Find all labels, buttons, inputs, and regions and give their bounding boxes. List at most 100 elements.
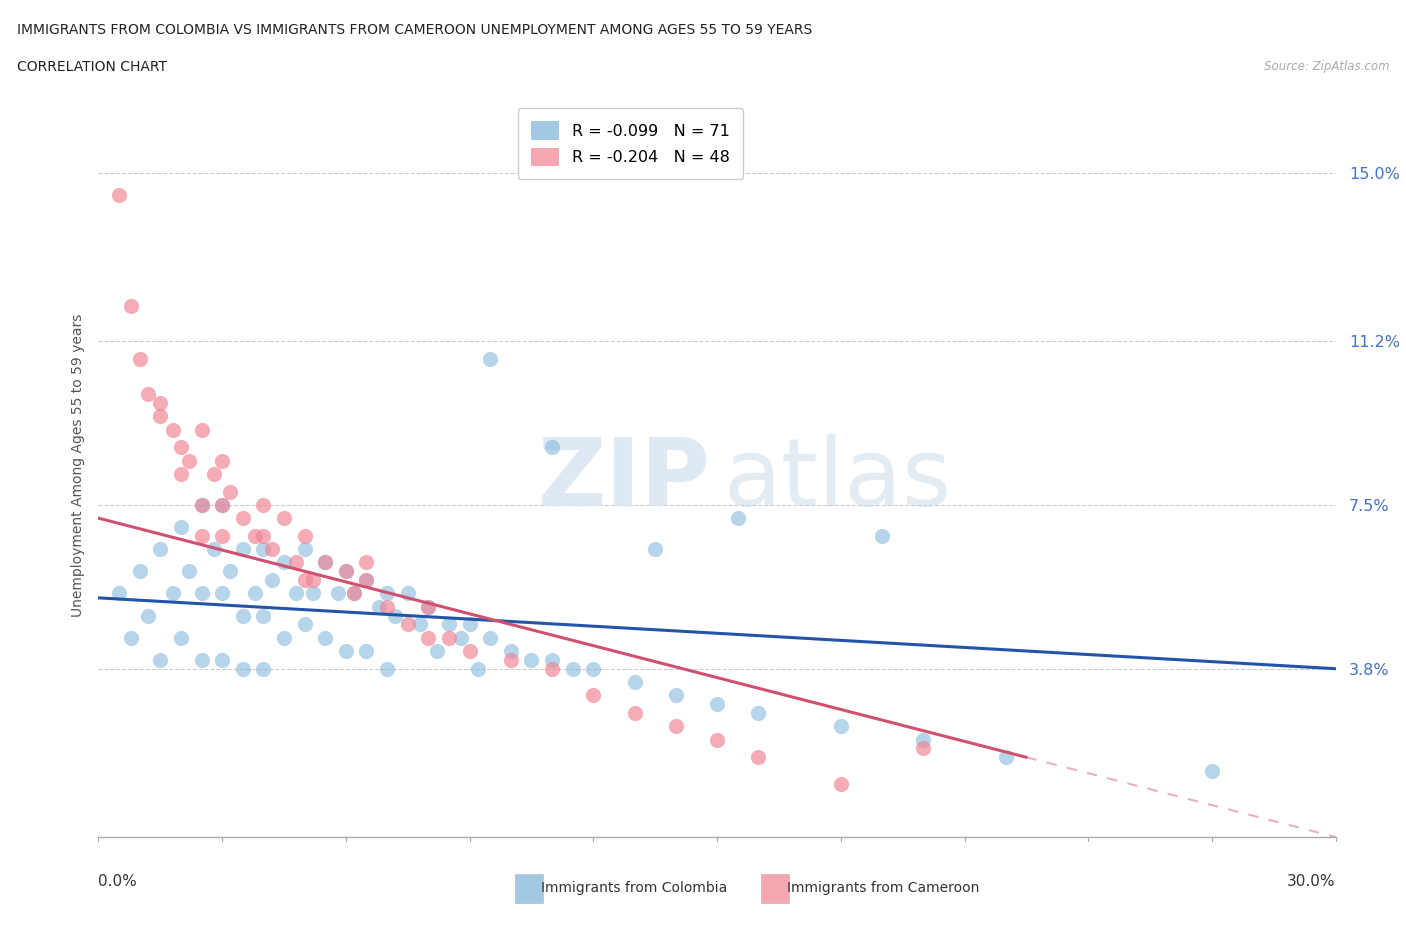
Text: atlas: atlas [723,434,952,525]
Point [830,719,852,734]
Point [149,395,172,410]
Point [260,573,283,588]
Point [219,485,242,499]
Point [190,422,212,437]
Point [294,617,316,631]
Point [541,661,564,676]
Point [437,631,460,645]
Point [179,564,201,578]
Point [644,541,666,556]
Point [149,541,172,556]
Point [375,586,398,601]
Text: CORRELATION CHART: CORRELATION CHART [17,60,167,74]
Point [830,777,852,791]
Point [343,586,366,601]
Point [396,586,419,601]
Point [211,653,233,668]
Point [170,440,193,455]
Text: ZIP: ZIP [538,434,711,525]
Point [356,555,378,570]
Point [541,653,564,668]
Point [273,631,295,645]
Point [499,653,522,668]
Point [162,586,184,601]
Point [582,661,605,676]
Point [252,608,274,623]
Point [243,586,266,601]
Point [149,409,172,424]
Point [136,608,159,623]
Point [170,631,193,645]
Point [243,528,266,543]
Point [314,631,336,645]
Point [128,352,150,366]
Point [541,440,564,455]
Point [561,661,583,676]
Text: Immigrants from Cameroon: Immigrants from Cameroon [787,881,980,896]
Point [190,498,212,512]
Point [252,541,274,556]
Point [727,511,749,525]
Point [665,688,688,703]
Point [458,644,481,658]
Point [162,422,184,437]
Point [375,599,398,614]
Point [219,564,242,578]
Point [314,555,336,570]
Point [870,528,893,543]
Point [211,453,233,468]
Point [302,586,325,601]
Point [273,511,295,525]
Point [232,511,254,525]
Point [665,719,688,734]
Text: Source: ZipAtlas.com: Source: ZipAtlas.com [1264,60,1389,73]
Point [190,653,212,668]
Point [294,541,316,556]
Point [747,706,769,721]
Point [343,586,366,601]
Point [418,631,440,645]
Point [994,750,1017,764]
Point [252,498,274,512]
Point [912,732,935,747]
Point [211,498,233,512]
Point [108,188,131,203]
Point [479,631,502,645]
Point [623,706,645,721]
Point [582,688,605,703]
Point [499,644,522,658]
Point [912,741,935,756]
Point [170,520,193,535]
Point [356,573,378,588]
Point [356,573,378,588]
Point [108,586,131,601]
Point [418,599,440,614]
Point [437,617,460,631]
Point [190,528,212,543]
Point [426,644,449,658]
Point [120,631,142,645]
Point [747,750,769,764]
Point [285,555,308,570]
Point [136,387,159,402]
Point [170,467,193,482]
Point [294,573,316,588]
Legend: R = -0.099   N = 71, R = -0.204   N = 48: R = -0.099 N = 71, R = -0.204 N = 48 [517,109,742,179]
Point [396,617,419,631]
Point [252,661,274,676]
Y-axis label: Unemployment Among Ages 55 to 59 years: Unemployment Among Ages 55 to 59 years [70,313,84,617]
Point [232,608,254,623]
Point [623,674,645,689]
Point [202,467,225,482]
Point [356,644,378,658]
Point [179,453,201,468]
Text: 30.0%: 30.0% [1288,874,1336,889]
Point [706,697,728,711]
Point [211,498,233,512]
Point [335,564,357,578]
Point [418,599,440,614]
Point [232,541,254,556]
Point [450,631,472,645]
Point [285,586,308,601]
Point [190,498,212,512]
